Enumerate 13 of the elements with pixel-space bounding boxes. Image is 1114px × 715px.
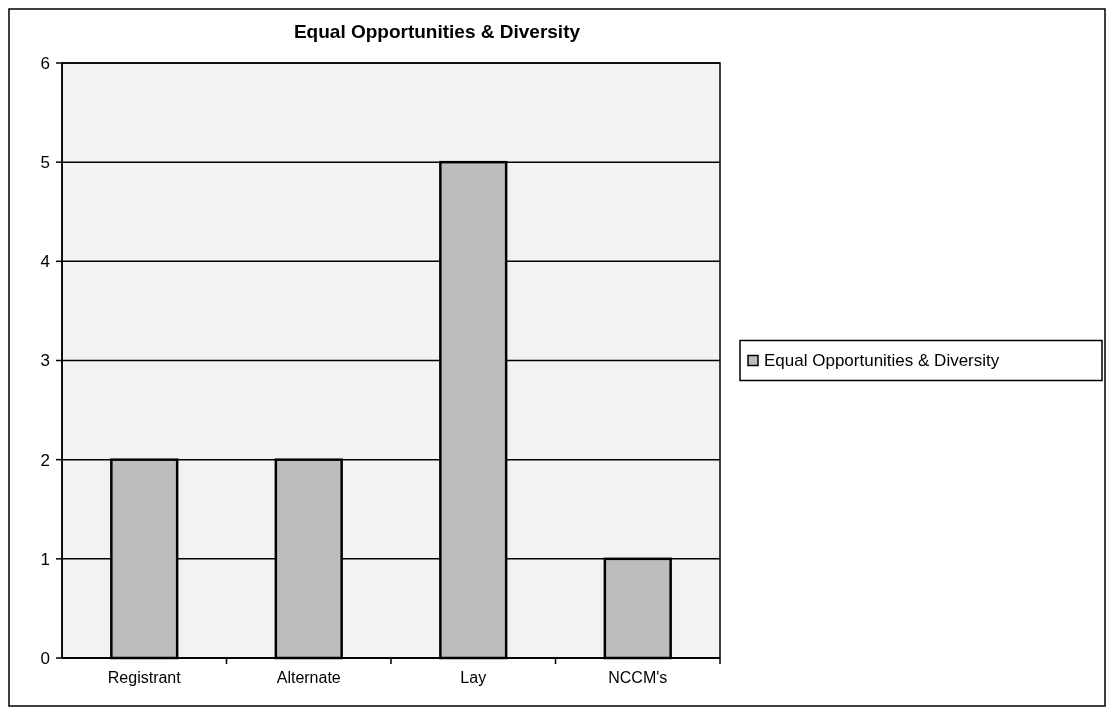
- y-tick-label: 4: [40, 252, 50, 272]
- y-tick-label: 1: [40, 549, 50, 569]
- x-tick-label: Lay: [460, 669, 487, 686]
- y-tick-label: 5: [40, 153, 50, 173]
- x-tick-label: Alternate: [276, 669, 341, 686]
- y-tick-label: 0: [40, 648, 50, 668]
- y-tick-label: 6: [40, 53, 50, 73]
- y-tick-label: 2: [40, 450, 50, 470]
- y-tick-label: 3: [40, 351, 50, 371]
- x-tick-label: NCCM's: [608, 669, 668, 686]
- x-tick-label: Registrant: [107, 669, 182, 686]
- legend-label: Equal Opportunities & Diversity: [764, 351, 1000, 371]
- chart-title: Equal Opportunities & Diversity: [293, 21, 581, 42]
